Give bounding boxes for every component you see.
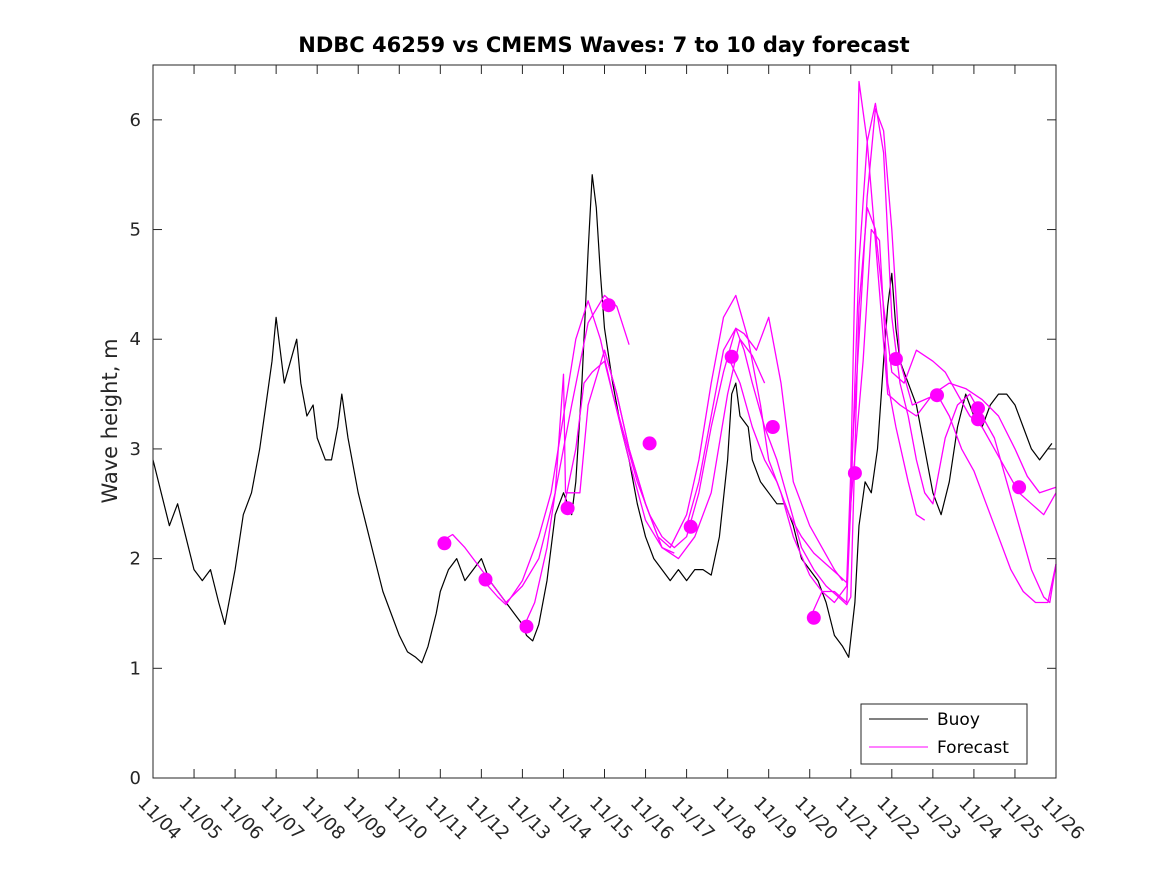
forecast-marker-5 — [642, 436, 657, 451]
forecast-marker-11 — [888, 352, 903, 366]
forecast-marker-10 — [847, 466, 862, 481]
legend-forecast-label: Forecast — [937, 738, 1009, 758]
series-layer — [152, 80, 1057, 664]
forecast-marker-14 — [971, 412, 985, 427]
y-tick-label-2: 2 — [130, 549, 141, 570]
forecast-marker-2 — [519, 619, 534, 634]
forecast-marker-0 — [437, 536, 452, 551]
forecast-marker-3 — [560, 501, 575, 516]
legend-box — [860, 703, 1028, 765]
y-tick-label-0: 0 — [130, 768, 141, 789]
forecast-series-line-4 — [562, 316, 844, 581]
y-tick-label-3: 3 — [130, 439, 141, 460]
forecast-marker-13 — [971, 401, 985, 416]
chart-title: NDBC 46259 vs CMEMS Waves: 7 to 10 day f… — [298, 33, 909, 57]
legend-buoy-label: Buoy — [937, 710, 980, 730]
y-tick-label-1: 1 — [130, 658, 141, 679]
y-axis-label: Wave height, m — [98, 338, 122, 503]
forecast-marker-7 — [724, 349, 739, 364]
forecast-marker-4 — [601, 298, 616, 313]
forecast-marker-6 — [683, 519, 698, 534]
forecast-series-line-1 — [439, 294, 630, 604]
legend: Buoy Forecast — [860, 703, 1028, 765]
forecast-marker-9 — [806, 610, 821, 625]
plot-area — [153, 65, 1056, 778]
plot-frame — [152, 64, 1057, 779]
forecast-markers — [437, 298, 1027, 634]
forecast-series-line-9 — [850, 108, 1057, 604]
forecast-series-line-2 — [480, 300, 675, 606]
y-tick-label-5: 5 — [130, 220, 141, 241]
forecast-marker-12 — [930, 388, 944, 403]
y-tick-label-6: 6 — [130, 110, 141, 131]
forecast-marker-15 — [1012, 480, 1027, 495]
forecast-series-line-8 — [809, 102, 1057, 620]
forecast-marker-8 — [765, 420, 780, 434]
forecast-marker-1 — [478, 572, 493, 587]
y-tick-label-4: 4 — [130, 329, 141, 350]
